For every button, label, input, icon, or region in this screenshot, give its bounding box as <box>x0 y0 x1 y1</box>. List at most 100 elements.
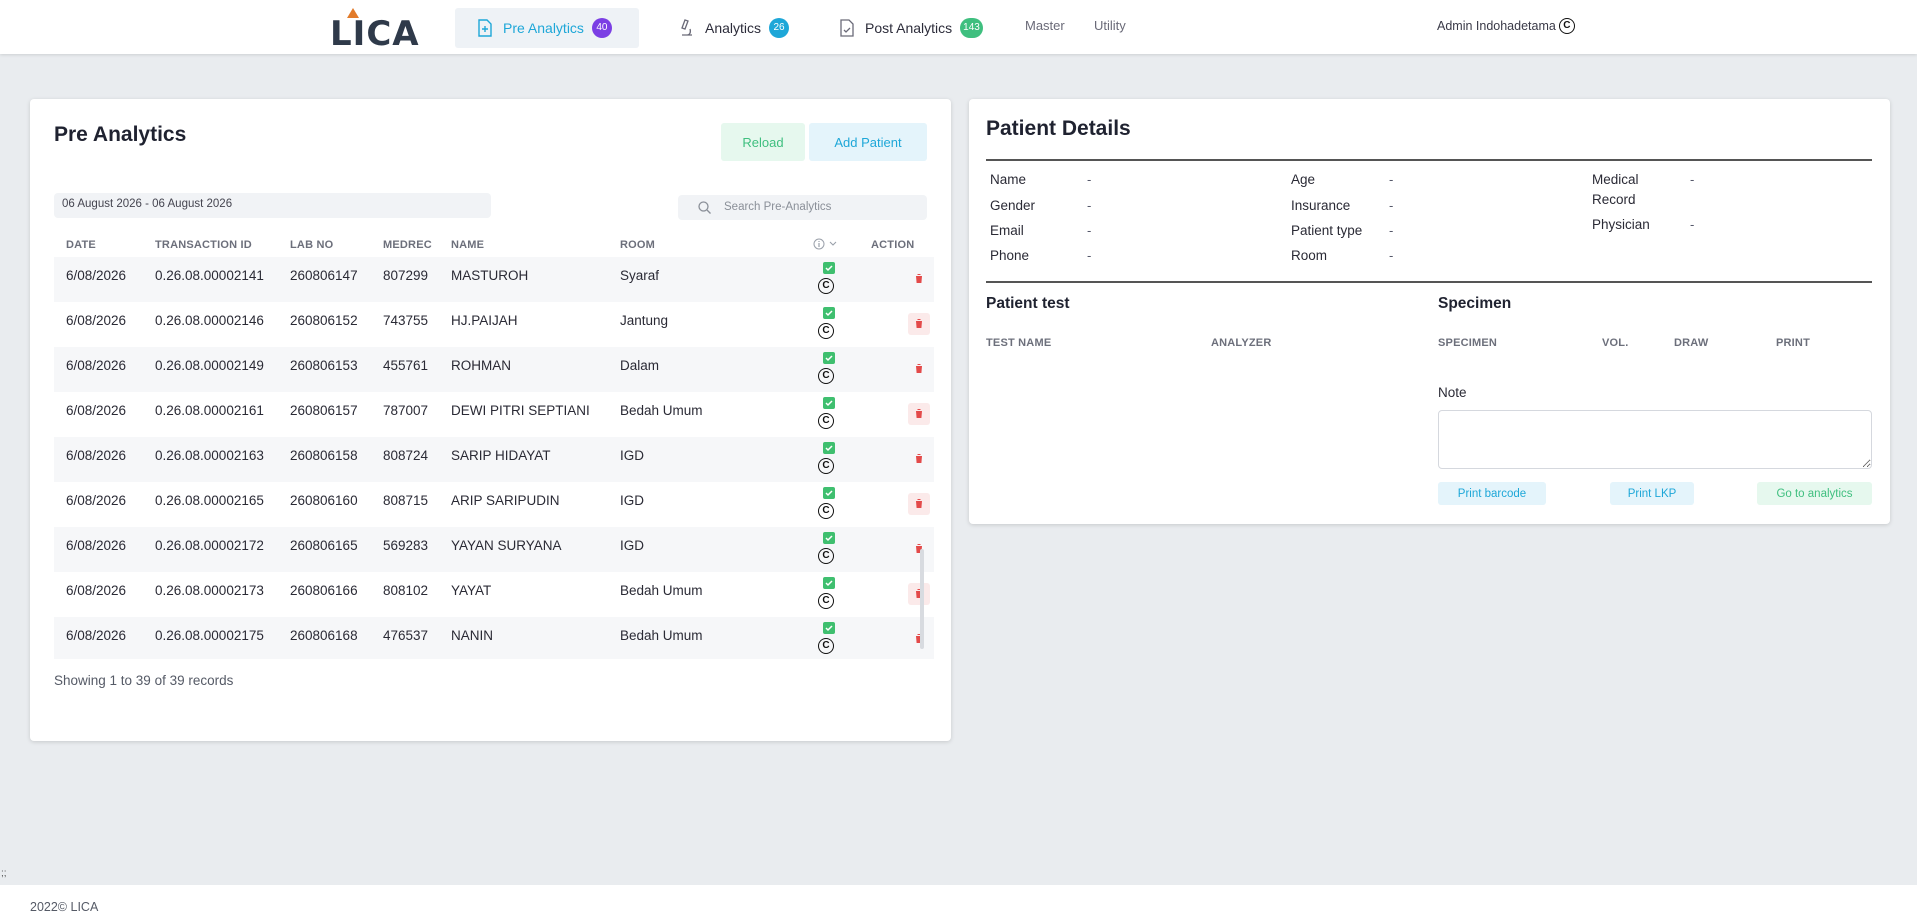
delete-button[interactable] <box>908 358 930 380</box>
lica-logo[interactable]: LICA <box>330 8 419 54</box>
cell-transaction-id: 0.26.08.00002172 <box>155 538 264 553</box>
patient-test-title: Patient test <box>986 295 1070 312</box>
table-row[interactable]: 6/08/2026 0.26.08.00002141 260806147 807… <box>54 257 934 302</box>
pre-analytics-table: 6/08/2026 0.26.08.00002141 260806147 807… <box>54 257 934 659</box>
cell-date: 6/08/2026 <box>66 358 127 373</box>
col-status-filter[interactable] <box>813 238 839 253</box>
label-medical-record-line1: Medical <box>1592 172 1639 187</box>
col-lab-no[interactable]: LAB NO <box>290 239 334 251</box>
col-vol: VOL. <box>1602 337 1629 349</box>
add-patient-button[interactable]: Add Patient <box>809 123 927 161</box>
delete-button[interactable] <box>908 538 930 560</box>
search-icon <box>698 201 711 214</box>
cell-medrec: 808102 <box>383 583 429 598</box>
delete-button[interactable] <box>908 493 930 515</box>
delete-button[interactable] <box>908 628 930 650</box>
cell-transaction-id: 0.26.08.00002165 <box>155 493 264 508</box>
col-analyzer: ANALYZER <box>1211 337 1272 349</box>
user-menu[interactable]: Admin Indohadetama C <box>1437 18 1575 34</box>
delete-button[interactable] <box>908 583 930 605</box>
col-action[interactable]: ACTION <box>871 239 915 251</box>
user-name: Admin Indohadetama <box>1437 19 1556 33</box>
top-navbar: LICA Pre Analytics 40 Analytics 26 Post … <box>0 0 1917 54</box>
cell-name: NANIN <box>451 628 494 643</box>
col-date[interactable]: DATE <box>66 239 96 251</box>
label-room: Room <box>1291 248 1328 263</box>
label-insurance: Insurance <box>1291 198 1351 213</box>
checked-status-icon <box>823 442 835 454</box>
col-medrec[interactable]: MEDREC <box>383 239 432 251</box>
col-name[interactable]: NAME <box>451 239 485 251</box>
microscope-icon <box>681 19 692 36</box>
cell-lab-no: 260806160 <box>290 493 358 508</box>
table-row[interactable]: 6/08/2026 0.26.08.00002175 260806168 476… <box>54 617 934 659</box>
note-textarea[interactable] <box>1438 410 1872 469</box>
user-copyright-icon: C <box>1558 18 1575 34</box>
label-gender: Gender <box>990 198 1036 213</box>
date-range-input[interactable]: 06 August 2026 - 06 August 2026 <box>54 193 491 218</box>
delete-button[interactable] <box>908 313 930 335</box>
records-count: Showing 1 to 39 of 39 records <box>54 673 234 688</box>
cell-name: SARIP HIDAYAT <box>451 448 551 463</box>
cell-medrec: 808715 <box>383 493 429 508</box>
search-input[interactable]: Search Pre-Analytics <box>678 195 927 220</box>
nav-label: Analytics <box>705 20 762 36</box>
table-row[interactable]: 6/08/2026 0.26.08.00002172 260806165 569… <box>54 527 934 572</box>
page-title: Pre Analytics <box>54 123 187 146</box>
label-medical-record-line2: Record <box>1592 192 1636 207</box>
print-lkp-button[interactable]: Print LKP <box>1610 482 1694 505</box>
nav-pre-analytics[interactable]: Pre Analytics 40 <box>455 8 639 48</box>
cell-name: YAYAN SURYANA <box>451 538 562 553</box>
cell-lab-no: 260806168 <box>290 628 358 643</box>
cell-transaction-id: 0.26.08.00002161 <box>155 403 264 418</box>
cell-transaction-id: 0.26.08.00002163 <box>155 448 264 463</box>
divider <box>986 159 1872 161</box>
label-email: Email <box>990 223 1024 238</box>
nav-utility[interactable]: Utility <box>1094 18 1126 33</box>
note-label: Note <box>1438 385 1467 400</box>
checked-status-icon <box>823 577 835 589</box>
checked-status-icon <box>823 307 835 319</box>
cell-room: IGD <box>620 493 645 508</box>
value-patient-type: - <box>1389 223 1394 238</box>
status-symbol-icon: C <box>818 368 834 384</box>
cell-medrec: 455761 <box>383 358 429 373</box>
label-physician: Physician <box>1592 217 1650 232</box>
delete-button[interactable] <box>908 448 930 470</box>
nav-post-analytics[interactable]: Post Analytics 143 <box>839 8 983 48</box>
cell-transaction-id: 0.26.08.00002173 <box>155 583 264 598</box>
table-row[interactable]: 6/08/2026 0.26.08.00002163 260806158 808… <box>54 437 934 482</box>
label-age: Age <box>1291 172 1316 187</box>
count-badge: 143 <box>960 18 983 38</box>
cell-room: IGD <box>620 538 645 553</box>
table-row[interactable]: 6/08/2026 0.26.08.00002161 260806157 787… <box>54 392 934 437</box>
col-room[interactable]: ROOM <box>620 239 656 251</box>
checked-status-icon <box>823 262 835 274</box>
delete-button[interactable] <box>908 268 930 290</box>
cell-lab-no: 260806152 <box>290 313 358 328</box>
table-row[interactable]: 6/08/2026 0.26.08.00002146 260806152 743… <box>54 302 934 347</box>
patient-details-title: Patient Details <box>986 117 1131 140</box>
status-symbol-icon: C <box>818 503 834 519</box>
col-transaction-id[interactable]: TRANSACTION ID <box>155 239 252 251</box>
patient-details-card: Patient Details Name - Gender - Email - … <box>969 99 1890 524</box>
go-to-analytics-button[interactable]: Go to analytics <box>1757 482 1872 505</box>
nav-analytics[interactable]: Analytics 26 <box>679 8 790 48</box>
search-placeholder: Search Pre-Analytics <box>724 201 832 213</box>
print-barcode-button[interactable]: Print barcode <box>1438 482 1546 505</box>
reload-button[interactable]: Reload <box>721 123 805 161</box>
table-scrollbar[interactable] <box>920 549 924 649</box>
nav-master[interactable]: Master <box>1025 18 1065 33</box>
nav-label: Post Analytics <box>865 20 953 36</box>
table-row[interactable]: 6/08/2026 0.26.08.00002165 260806160 808… <box>54 482 934 527</box>
logo-triangle-icon <box>347 8 359 18</box>
cell-medrec: 808724 <box>383 448 429 463</box>
pre-analytics-card: Pre Analytics Reload Add Patient 06 Augu… <box>30 99 951 741</box>
cell-name: ARIP SARIPUDIN <box>451 493 560 508</box>
checked-status-icon <box>823 397 835 409</box>
trash-icon <box>915 499 923 508</box>
col-specimen: SPECIMEN <box>1438 337 1498 349</box>
delete-button[interactable] <box>908 403 930 425</box>
table-row[interactable]: 6/08/2026 0.26.08.00002173 260806166 808… <box>54 572 934 617</box>
table-row[interactable]: 6/08/2026 0.26.08.00002149 260806153 455… <box>54 347 934 392</box>
